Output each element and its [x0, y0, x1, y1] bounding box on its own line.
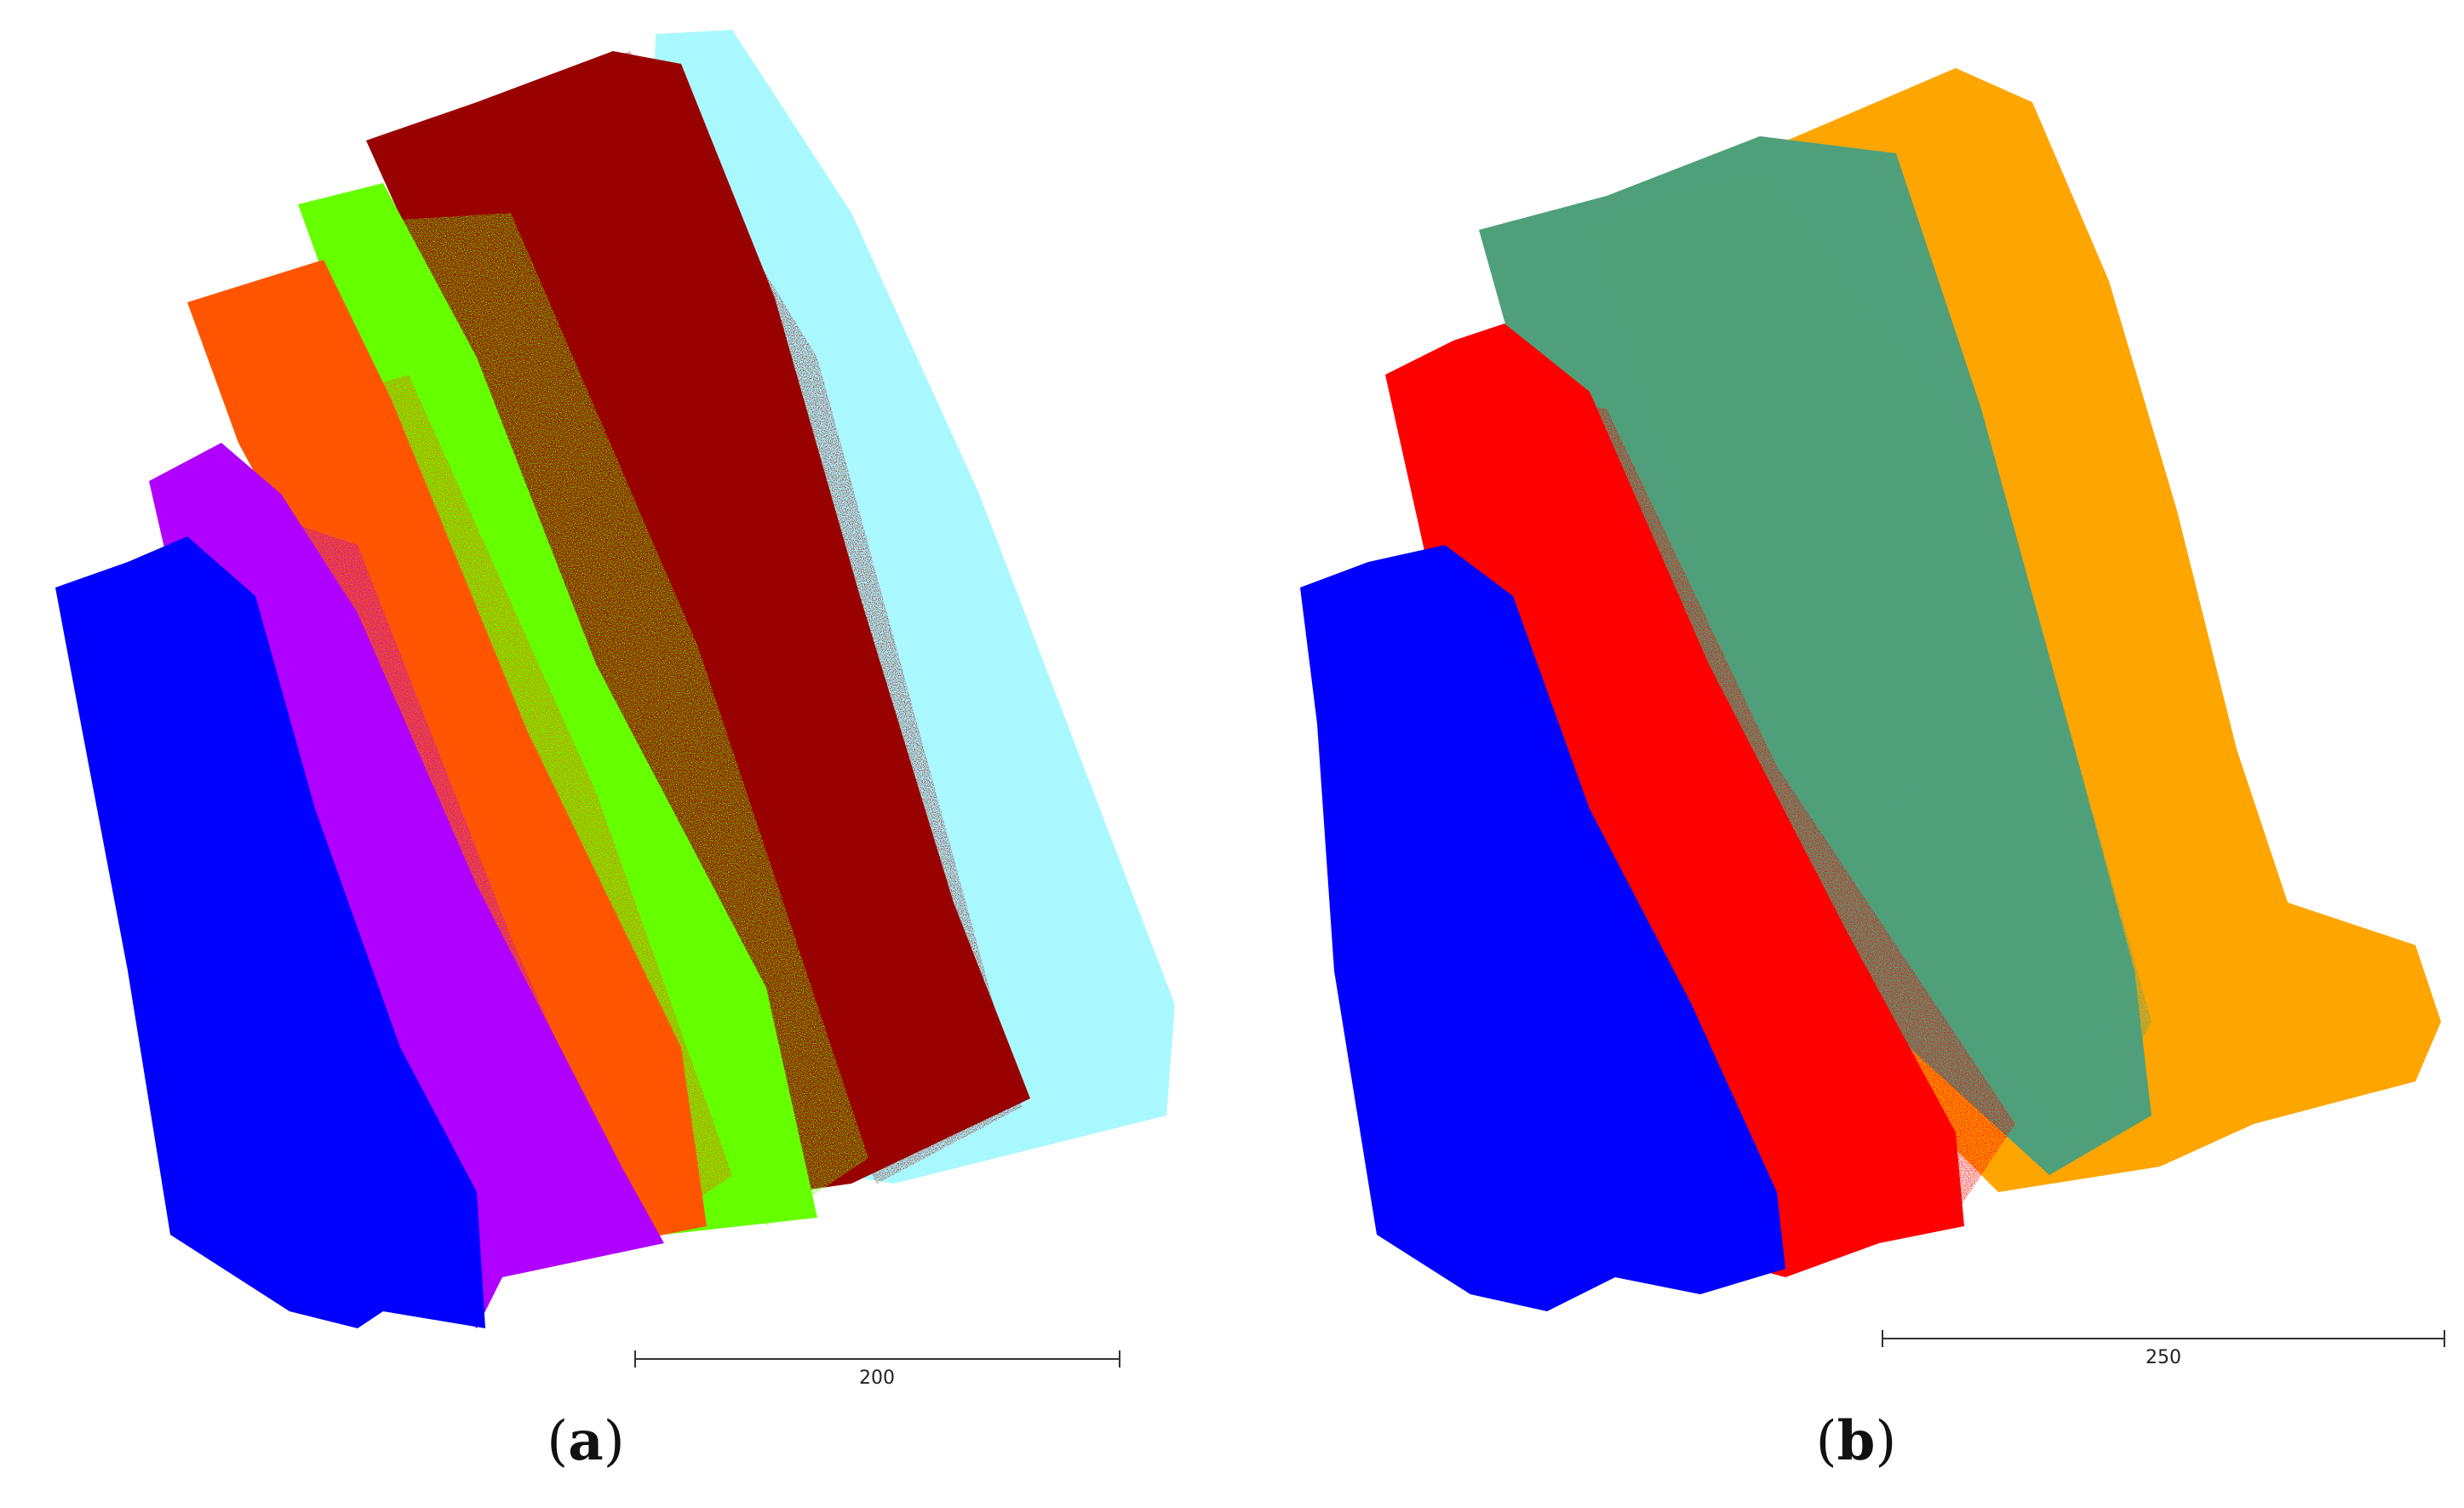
scale-bar-b: [1882, 1330, 2445, 1347]
panel-a: 200 (a): [55, 30, 1175, 1473]
point-cloud-a: [55, 30, 1175, 1368]
scale-bar-a: [634, 1350, 1120, 1368]
point-cloud-b: [1300, 68, 2445, 1347]
scale-bar-a-label: 200: [859, 1368, 895, 1389]
scale-bar-b-label: 250: [2146, 1347, 2181, 1368]
panel-a-label: (a): [547, 1409, 625, 1473]
panel-b-label: (b): [1815, 1409, 1897, 1473]
panel-b: 250 (b): [1232, 0, 2464, 1508]
